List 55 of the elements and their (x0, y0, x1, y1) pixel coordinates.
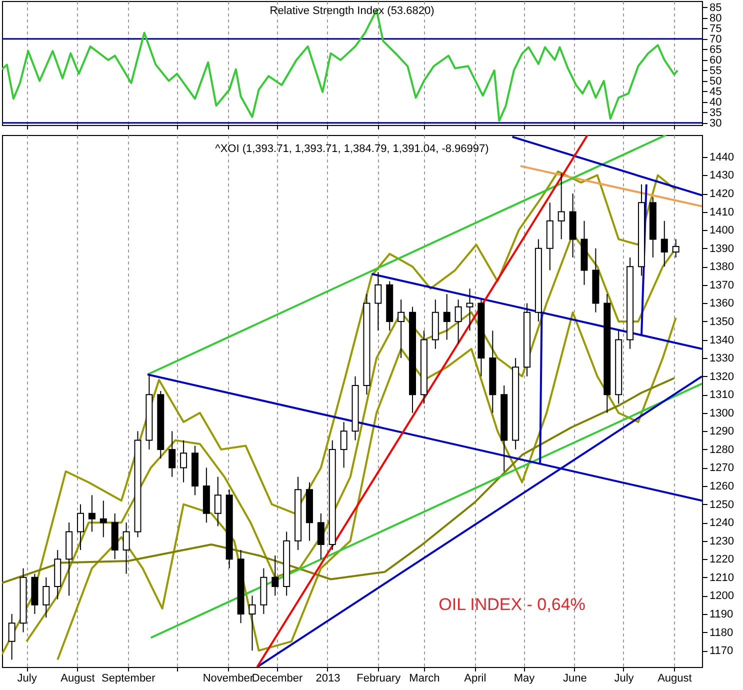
y-tick-label: 75 (710, 22, 722, 35)
x-tick-label: August (658, 672, 692, 684)
y-tick-label: 1220 (710, 554, 734, 566)
y-tick-label: 1250 (710, 498, 734, 511)
x-tick-label: July (614, 672, 634, 684)
y-tick-label: 1310 (710, 389, 734, 402)
x-tick-label: May (514, 672, 536, 684)
y-tick-label: 1410 (710, 206, 734, 218)
y-tick-label: 1400 (710, 224, 734, 237)
y-tick-label: 30 (710, 117, 722, 130)
y-tick-label: 50 (710, 75, 722, 88)
y-tick-label: 1420 (710, 188, 734, 200)
y-tick-label: 70 (710, 33, 722, 46)
y-tick-label: 1180 (710, 626, 734, 639)
y-tick-label: 1340 (710, 334, 734, 346)
y-tick-label: 1230 (710, 535, 734, 548)
annotation: ^XOI (1,393.71, 1,393.71, 1,384.79, 1,391.04, -8.96997) (215, 143, 489, 155)
x-tick-label: April (464, 672, 486, 684)
x-tick-label: 2013 (316, 672, 340, 684)
y-tick-label: 1440 (710, 151, 734, 164)
y-tick-label: 1270 (710, 462, 734, 474)
y-tick-label: 1190 (710, 608, 734, 620)
x-tick-label: November (202, 672, 254, 684)
y-tick-label: 1330 (710, 352, 734, 365)
x-tick-label: March (409, 672, 440, 684)
y-tick-label: 1320 (710, 370, 734, 383)
y-tick-label: 1430 (710, 170, 734, 182)
y-tick-label: 1200 (710, 590, 734, 602)
y-tick-label: 1170 (710, 645, 734, 658)
y-tick-label: 1390 (710, 242, 734, 255)
x-tick-label: September (102, 672, 156, 684)
y-tick-label: 1280 (710, 444, 734, 456)
y-tick-label: 1290 (710, 426, 734, 438)
y-tick-label: 1300 (710, 407, 734, 420)
y-tick-label: 1380 (710, 261, 734, 274)
x-tick-label: December (252, 672, 303, 684)
y-tick-label: 85 (710, 2, 722, 14)
y-tick-label: 40 (710, 96, 722, 108)
annotation: OIL INDEX - 0,64% (438, 595, 586, 614)
y-tick-label: 80 (710, 12, 722, 24)
y-tick-label: 45 (710, 86, 722, 98)
x-tick-label: February (356, 672, 402, 684)
x-tick-label: June (563, 672, 587, 684)
y-tick-label: 60 (710, 54, 722, 66)
y-tick-label: 1370 (710, 279, 734, 292)
y-tick-label: 65 (710, 44, 722, 56)
y-tick-label: 1350 (710, 316, 734, 328)
y-tick-label: 1240 (710, 517, 734, 530)
x-tick-label: August (60, 672, 95, 684)
y-tick-label: 35 (710, 106, 722, 119)
y-tick-label: 1260 (710, 480, 734, 493)
y-tick-label: 1210 (710, 572, 734, 584)
x-tick-label: July (17, 672, 38, 684)
y-tick-label: 55 (710, 64, 722, 77)
y-tick-label: 1360 (710, 298, 734, 310)
